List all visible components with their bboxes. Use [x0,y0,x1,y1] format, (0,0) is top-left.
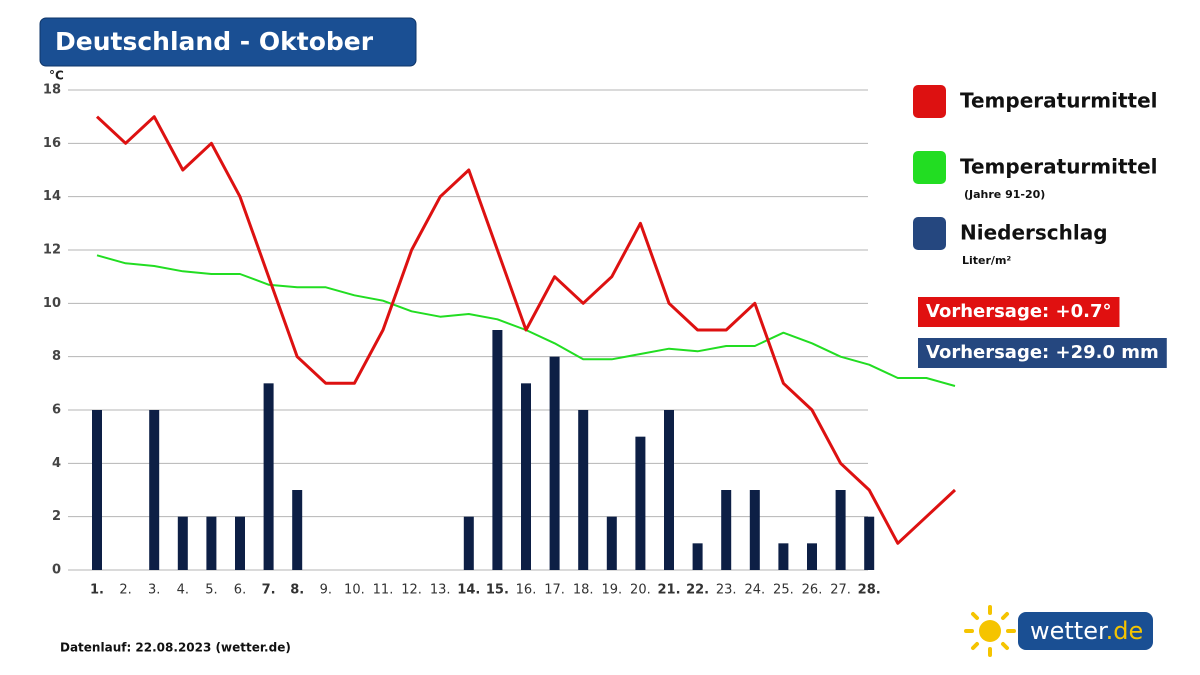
x-tick-label: 12. [401,583,422,598]
chart-title: Deutschland - Oktober [55,27,374,56]
legend-label: Temperaturmittel [960,155,1158,179]
bar [778,543,789,570]
title-box [39,17,417,67]
x-tick-label: 13. [430,583,451,598]
bar [263,383,274,570]
x-tick-label: 5. [205,583,217,598]
y-tick-label: 0 [52,563,61,578]
logo: wetter.de [964,605,1153,657]
y-tick-label: 8 [52,349,61,364]
x-tick-label: 11. [373,583,394,598]
x-tick-label: 25. [773,583,794,598]
x-tick-label: 26. [802,583,823,598]
x-tick-label: 9. [320,583,332,598]
annotation: Vorhersage: +0.7° [926,301,1111,322]
x-tick-label: 6. [234,583,246,598]
legend-label: Niederschlag [960,221,1108,245]
x-tick-label: 18. [573,583,594,598]
x-tick-label: 24. [744,583,765,598]
x-tick-label: 1. [90,583,104,598]
bar [692,543,703,570]
bar [521,383,531,570]
x-tick-label: 15. [486,583,509,598]
x-tick-label: 21. [657,583,680,598]
bar [864,516,875,570]
bar [92,410,102,570]
legend-label: Temperaturmittel [960,89,1158,113]
x-tick-label: 27. [830,583,851,598]
y-tick-label: 12 [43,243,61,258]
legend-note: (Jahre 91-20) [964,188,1045,201]
bar [235,516,245,570]
x-tick-label: 14. [457,583,480,598]
y-tick-label: 4 [52,456,61,471]
x-tick-label: 8. [290,583,304,598]
legend-swatch [913,151,946,184]
logo-text: wetter.de [1030,617,1143,645]
bar [807,543,817,570]
y-tick-label: 18 [43,83,61,98]
bar [606,516,617,570]
annotation: Vorhersage: +29.0 mm [926,342,1159,363]
legend-swatch [913,217,946,250]
x-tick-label: 7. [262,583,276,598]
bar [721,490,732,570]
x-tick-label: 28. [858,583,881,598]
bar [292,490,303,570]
y-unit: °C [49,69,64,83]
x-tick-label: 17. [544,583,565,598]
annotation-box [918,338,1167,368]
line [96,254,956,387]
y-tick-label: 10 [43,296,61,311]
bar [549,356,560,570]
y-tick-label: 6 [52,403,61,418]
line [95,115,957,545]
legend-swatch [913,85,946,118]
logo-box [1018,612,1153,650]
bar [835,490,846,570]
bar [206,516,217,570]
legend-note: Liter/m² [962,254,1011,267]
x-tick-label: 2. [119,583,131,598]
bar [492,330,503,570]
bar [177,516,188,570]
logo-rays [964,605,1016,657]
x-tick-label: 16. [516,583,537,598]
footer: Datenlauf: 22.08.2023 (wetter.de) [60,641,291,655]
x-tick-label: 19. [601,583,622,598]
logo-sun [979,620,1001,642]
x-tick-label: 4. [177,583,189,598]
x-tick-label: 20. [630,583,651,598]
y-tick-label: 16 [43,136,61,151]
annotation-box [918,297,1120,327]
x-tick-label: 3. [148,583,160,598]
x-tick-label: 22. [686,583,709,598]
y-tick-label: 2 [52,509,61,524]
bar [149,410,160,570]
bar [635,436,646,570]
bar [463,516,474,570]
y-tick-label: 14 [43,189,61,204]
x-tick-label: 23. [716,583,737,598]
x-tick-label: 10. [344,583,365,598]
bar [749,490,760,570]
bar [664,410,674,570]
bar [578,410,589,570]
